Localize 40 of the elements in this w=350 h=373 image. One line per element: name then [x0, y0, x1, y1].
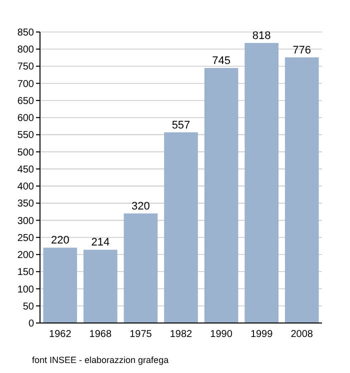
- y-tick-label: 500: [17, 147, 34, 158]
- bar: [164, 132, 198, 323]
- text: font INSEE - elaborazzion grafega: [32, 355, 169, 365]
- y-tick-label: 50: [22, 301, 34, 312]
- bar: [284, 57, 319, 323]
- y-tick-label: 650: [17, 96, 34, 107]
- y-tick-label: 150: [17, 267, 34, 278]
- x-tick-label: 1999: [250, 329, 274, 340]
- data-label: 818: [252, 30, 271, 42]
- x-tick-label: 1990: [210, 329, 233, 340]
- y-tick-label: 250: [17, 232, 34, 244]
- x-tick-label: 2008: [290, 329, 314, 340]
- y-tick-label: 550: [17, 130, 34, 142]
- data-label: 220: [50, 234, 70, 247]
- x-tick-label: 1962: [49, 329, 72, 340]
- y-tick-label: 300: [17, 216, 34, 227]
- data-label: 557: [172, 119, 190, 132]
- bar: [43, 248, 78, 323]
- data-label: 776: [292, 44, 312, 56]
- y-tick-label: 750: [17, 62, 34, 73]
- bar: [244, 42, 278, 323]
- data-label: 320: [132, 200, 150, 212]
- y-tick-label: 450: [17, 164, 34, 176]
- x-tick-label: 1975: [130, 329, 152, 340]
- y-tick-label: 100: [17, 284, 34, 296]
- y-tick-label: 200: [17, 250, 34, 262]
- y-tick-label: 600: [17, 113, 34, 124]
- y-tick-label: 700: [17, 78, 34, 90]
- y-tick-label: 0: [28, 318, 34, 330]
- y-tick-label: 400: [17, 182, 34, 193]
- y-tick-label: 850: [17, 28, 34, 38]
- bar: [124, 213, 158, 323]
- data-label: 745: [212, 54, 230, 67]
- data-label: 214: [91, 236, 110, 249]
- bar: [204, 68, 238, 323]
- y-tick-label: 800: [17, 44, 34, 56]
- x-tick-label: 1968: [89, 329, 112, 340]
- y-tick-label: 350: [17, 198, 34, 210]
- bar: [84, 250, 118, 323]
- x-tick-label: 1982: [170, 329, 193, 340]
